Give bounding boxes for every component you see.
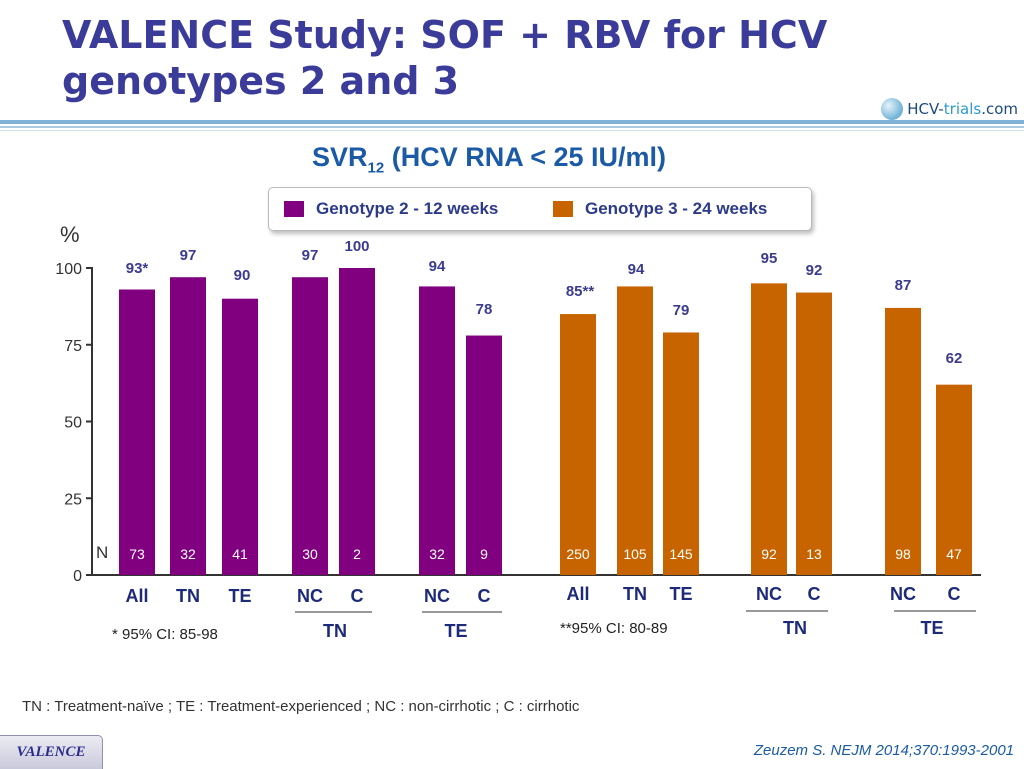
abbreviations-legend: TN : Treatment-naïve ; TE : Treatment-ex… bbox=[22, 698, 580, 715]
footnote-genotype-2-ci: * 95% CI: 85-98 bbox=[112, 626, 218, 643]
bar-value-label-6: 94 bbox=[429, 258, 446, 275]
bar-n-label-2: 32 bbox=[180, 546, 196, 562]
bar-n-label-11: 92 bbox=[761, 546, 777, 562]
category-label-4: NC bbox=[297, 586, 323, 606]
y-tick-label-100: 100 bbox=[55, 261, 82, 278]
header-rule-top bbox=[0, 120, 1024, 124]
bar-n-label-8: 250 bbox=[566, 546, 590, 562]
bar-10-genotype-3-te bbox=[663, 332, 699, 575]
bar-value-label-4: 97 bbox=[302, 247, 319, 264]
bar-n-label-13: 98 bbox=[895, 546, 911, 562]
bar-n-label-5: 2 bbox=[353, 546, 361, 562]
category-label-10: TE bbox=[669, 584, 692, 604]
bar-n-label-9: 105 bbox=[623, 546, 647, 562]
legend-item-genotype-3: Genotype 3 - 24 weeks bbox=[553, 199, 767, 219]
group-label-2-te: TE bbox=[444, 621, 467, 641]
bar-3-genotype-2-te bbox=[222, 298, 258, 575]
chart-legend: Genotype 2 - 12 weeks Genotype 3 - 24 we… bbox=[268, 187, 812, 231]
bar-6-genotype-2-nc bbox=[419, 286, 455, 575]
bar-value-label-2: 97 bbox=[180, 247, 197, 264]
bar-12-genotype-3-c bbox=[796, 292, 832, 575]
y-tick-label-50: 50 bbox=[64, 415, 82, 432]
bar-value-label-12: 92 bbox=[806, 262, 823, 279]
bar-value-label-10: 79 bbox=[673, 302, 690, 319]
category-label-9: TN bbox=[623, 584, 647, 604]
legend-label-genotype-2: Genotype 2 - 12 weeks bbox=[316, 199, 499, 218]
bar-n-label-12: 13 bbox=[806, 546, 822, 562]
y-tick-label-75: 75 bbox=[64, 338, 82, 355]
y-tick-label-25: 25 bbox=[64, 491, 82, 508]
bar-value-label-14: 62 bbox=[946, 350, 963, 367]
bar-value-label-11: 95 bbox=[761, 250, 778, 267]
category-label-7: C bbox=[478, 586, 491, 606]
header-rule-middle bbox=[0, 126, 1024, 128]
bar-9-genotype-3-tn bbox=[617, 286, 653, 575]
globe-icon bbox=[881, 98, 904, 120]
category-label-5: C bbox=[351, 586, 364, 606]
bar-value-label-9: 94 bbox=[628, 261, 645, 278]
category-label-8: All bbox=[566, 584, 589, 604]
bar-8-genotype-3-all bbox=[560, 314, 596, 575]
bar-5-genotype-2-c bbox=[339, 268, 375, 575]
bar-value-label-8: 85** bbox=[566, 283, 595, 300]
header-rule-bottom bbox=[0, 130, 1024, 131]
bar-14-genotype-3-c bbox=[936, 384, 972, 575]
bar-n-label-10: 145 bbox=[669, 546, 693, 562]
bar-n-label-3: 41 bbox=[232, 546, 248, 562]
group-label-1-tn: TN bbox=[323, 621, 347, 641]
bar-value-label-7: 78 bbox=[476, 301, 493, 318]
category-label-12: C bbox=[808, 584, 821, 604]
bar-value-label-13: 87 bbox=[895, 277, 912, 294]
y-tick-label-0: 0 bbox=[73, 568, 82, 585]
bar-n-label-14: 47 bbox=[946, 546, 962, 562]
legend-label-genotype-3: Genotype 3 - 24 weeks bbox=[585, 199, 768, 218]
n-prefix-label: N bbox=[96, 543, 108, 562]
category-label-1: All bbox=[125, 586, 148, 606]
bar-13-genotype-3-nc bbox=[885, 307, 921, 575]
category-label-14: C bbox=[948, 584, 961, 604]
bar-7-genotype-2-c bbox=[466, 335, 502, 575]
bar-value-label-1: 93* bbox=[126, 260, 149, 277]
brand-text: HCV-trials.com bbox=[907, 100, 1018, 118]
citation: Zeuzem S. NEJM 2014;370:1993-2001 bbox=[753, 742, 1014, 759]
legend-item-genotype-2: Genotype 2 - 12 weeks bbox=[284, 199, 498, 219]
category-label-11: NC bbox=[756, 584, 782, 604]
brand-logo: HCV-trials.com bbox=[881, 98, 1018, 120]
bar-n-label-7: 9 bbox=[480, 546, 488, 562]
group-label-3-tn: TN bbox=[783, 618, 807, 638]
group-label-4-te: TE bbox=[920, 618, 943, 638]
category-label-13: NC bbox=[890, 584, 916, 604]
legend-swatch-genotype-3 bbox=[553, 201, 573, 217]
slide-title: VALENCE Study: SOF + RBV for HCV genotyp… bbox=[62, 13, 828, 103]
legend-swatch-genotype-2 bbox=[284, 201, 304, 217]
bar-4-genotype-2-nc bbox=[292, 277, 328, 575]
category-label-3: TE bbox=[228, 586, 251, 606]
bar-n-label-1: 73 bbox=[129, 546, 145, 562]
bar-1-genotype-2-all bbox=[119, 289, 155, 575]
bar-2-genotype-2-tn bbox=[170, 277, 206, 575]
category-label-2: TN bbox=[176, 586, 200, 606]
bar-11-genotype-3-nc bbox=[751, 283, 787, 575]
bar-value-label-3: 90 bbox=[234, 267, 251, 284]
study-badge: VALENCE bbox=[0, 735, 103, 769]
bar-n-label-6: 32 bbox=[429, 546, 445, 562]
bar-value-label-5: 100 bbox=[344, 238, 369, 255]
chart-title: SVR12 (HCV RNA < 25 IU/ml) bbox=[312, 142, 667, 177]
y-axis-unit-label: % bbox=[60, 222, 80, 247]
category-label-6: NC bbox=[424, 586, 450, 606]
footnote-genotype-3-ci: **95% CI: 80-89 bbox=[560, 620, 668, 637]
bar-n-label-4: 30 bbox=[302, 546, 318, 562]
